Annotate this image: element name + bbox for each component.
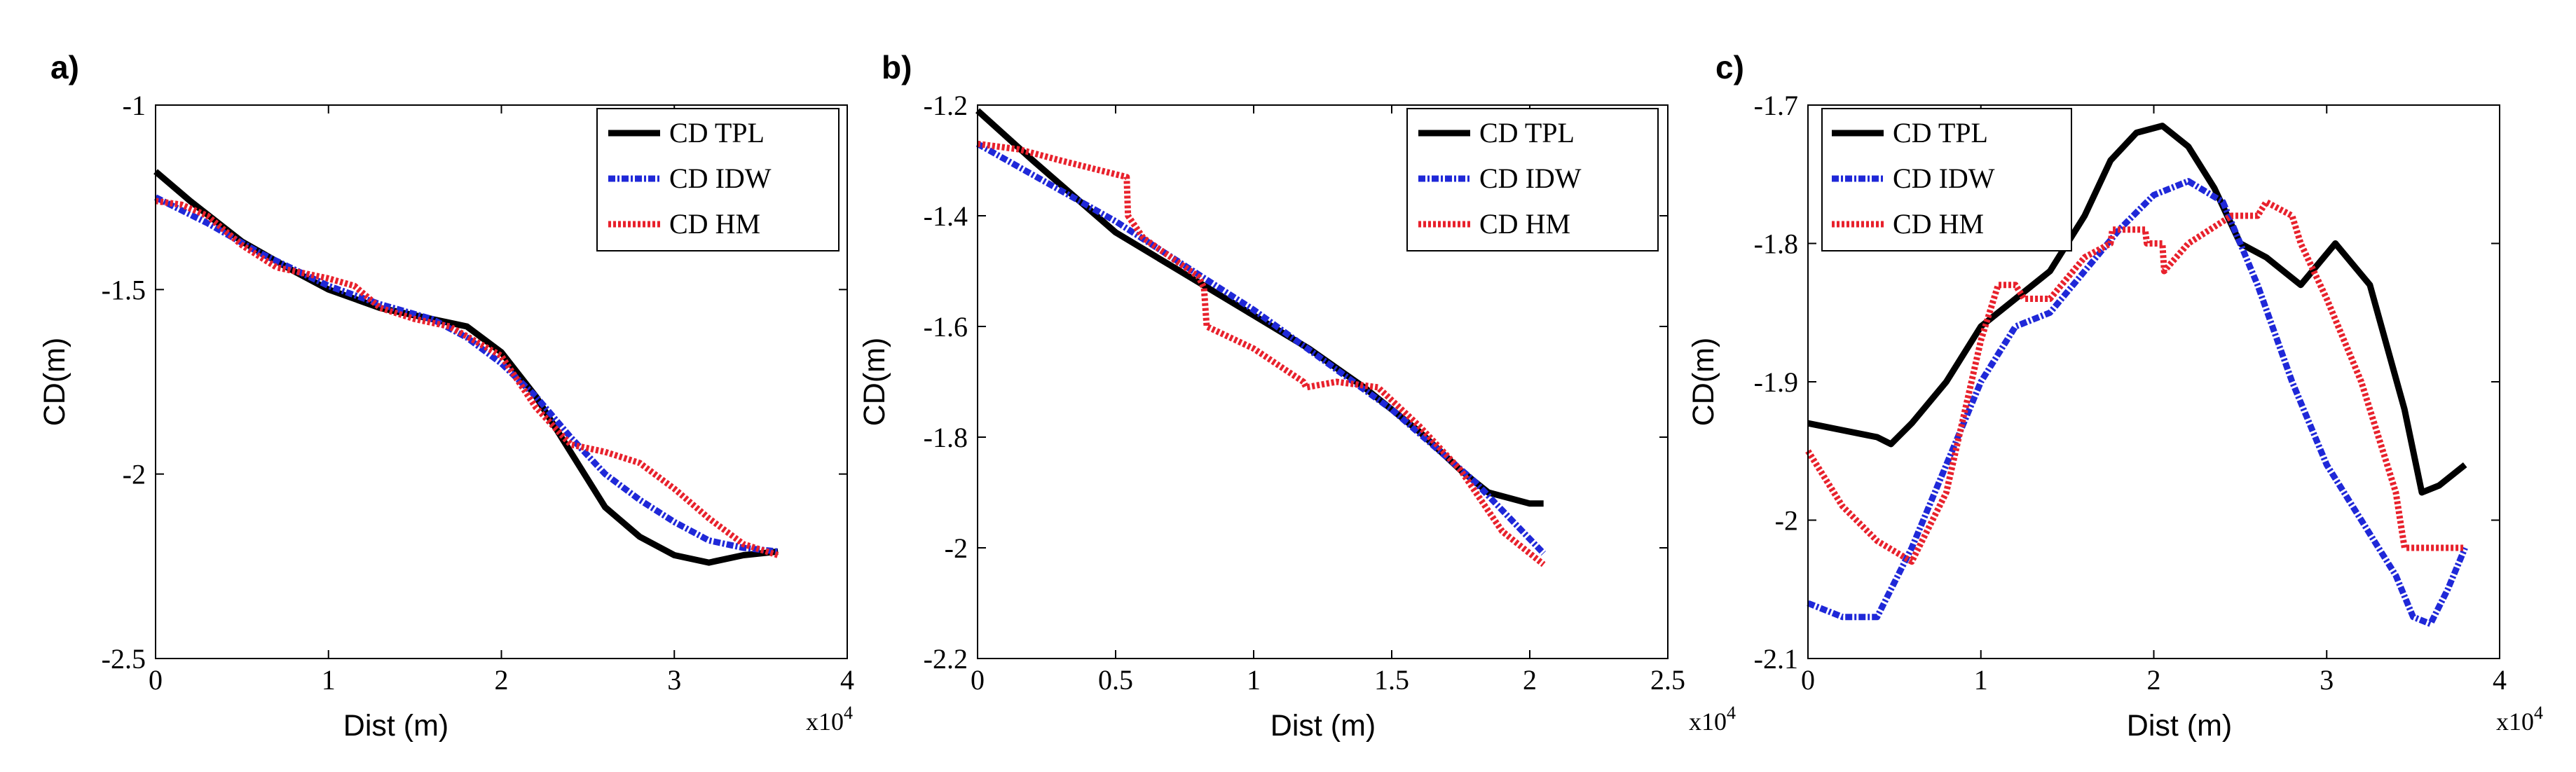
series-line-cd-idw	[1807, 178, 2468, 628]
x-tick-label: 1	[1974, 664, 1988, 696]
legend-label-tpl: CD TPL	[1893, 117, 1988, 149]
legend-label-tpl: CD TPL	[669, 117, 765, 149]
x-tick-label: 3	[2320, 664, 2334, 696]
series-group	[153, 169, 779, 566]
y-tick-label: -1.8	[924, 422, 968, 453]
series-line-cd-idw	[975, 141, 1546, 556]
legend-label-idw: CD IDW	[1479, 163, 1582, 194]
legend-label-hm: CD HM	[1479, 208, 1570, 240]
y-tick-label: -1.5	[102, 274, 146, 305]
x-tick-label: 1.5	[1374, 664, 1409, 696]
x-tick-label: 2	[1523, 664, 1537, 696]
series-line-cd-hm	[155, 198, 779, 558]
y-axis-label: CD(m)	[858, 338, 891, 427]
x-axis-exponent: x104	[806, 703, 853, 736]
x-tick-label: 2.5	[1650, 664, 1685, 696]
x-tick-label: 2	[495, 664, 509, 696]
axis-ticks: 0 0.5 1 1.5 2 2.5 -1.2 -1.4 -1.6 -1.8 -2 -2.2	[924, 90, 1685, 696]
x-tick-label: 1	[322, 664, 336, 696]
y-axis-label: CD(m)	[1687, 338, 1720, 427]
panel-label: b)	[882, 49, 912, 85]
legend-label-hm: CD HM	[1893, 208, 1984, 240]
chart-panel-b: b) Dist (m) CD(m) x104 0 0.5 1 1.5 2 2.5 -1.2 -…	[858, 49, 1736, 743]
x-axis-label: Dist (m)	[2127, 709, 2232, 743]
y-tick-label: -1.9	[1754, 366, 1798, 398]
legend: CD TPL CD IDW CD HM	[1821, 108, 2072, 251]
x-axis-exponent: x104	[2496, 703, 2543, 736]
y-tick-label: -1.2	[924, 90, 968, 121]
x-tick-label: 0	[1801, 664, 1815, 696]
legend-label-tpl: CD TPL	[1479, 117, 1575, 149]
y-tick-label: -2	[1775, 505, 1798, 537]
series-line-cd-tpl	[1807, 123, 2467, 496]
y-tick-label: -2	[945, 532, 968, 564]
legend: CD TPL CD IDW CD HM	[596, 108, 840, 251]
legend: CD TPL CD IDW CD HM	[1406, 108, 1659, 251]
y-tick-label: -1.6	[924, 311, 968, 343]
x-tick-label: 1	[1247, 664, 1261, 696]
y-tick-label: -1.4	[924, 200, 968, 232]
chart-panel-c: c) Dist (m) CD(m) x104 0 1 2 3 4 -1.7 -1.8 -1.9…	[1687, 49, 2543, 743]
series-line-cd-hm	[977, 140, 1546, 567]
y-tick-label: -1	[123, 90, 146, 121]
series-group	[975, 108, 1546, 567]
x-tick-label: 4	[2493, 664, 2507, 696]
y-tick-label: -2.5	[102, 643, 146, 675]
x-tick-label: 0.5	[1098, 664, 1133, 696]
x-tick-label: 2	[2147, 664, 2161, 696]
x-axis-label: Dist (m)	[1270, 709, 1376, 743]
y-tick-label: -1.8	[1754, 228, 1798, 260]
legend-label-idw: CD IDW	[1893, 163, 1995, 194]
y-tick-label: -2.1	[1754, 643, 1798, 675]
x-axis-exponent: x104	[1689, 703, 1736, 736]
x-tick-label: 4	[840, 664, 854, 696]
x-axis-label: Dist (m)	[343, 709, 448, 743]
panel-label: a)	[50, 49, 79, 85]
axes-frame	[155, 104, 848, 659]
x-tick-label: 3	[667, 664, 681, 696]
legend-label-hm: CD HM	[669, 208, 760, 240]
chart-panel-a: a) Dist (m) CD(m) x104 0 1 2 3 4 -1 -1.5 -2 -2.5…	[38, 49, 854, 743]
y-tick-label: -1.7	[1754, 90, 1798, 121]
y-axis-label: CD(m)	[38, 338, 71, 427]
x-tick-label: 0	[149, 664, 163, 696]
axis-ticks: 0 1 2 3 4 -1 -1.5 -2 -2.5	[102, 90, 854, 696]
series-line-cd-hm	[1805, 198, 2465, 565]
axes-frame	[1807, 104, 2500, 659]
series-group	[1805, 123, 2468, 628]
y-tick-label: -2	[123, 459, 146, 490]
panel-label: c)	[1715, 49, 1744, 85]
axes-frame	[977, 104, 1669, 659]
y-tick-label: -2.2	[924, 643, 968, 675]
legend-label-idw: CD IDW	[669, 163, 772, 194]
x-tick-label: 0	[971, 664, 985, 696]
